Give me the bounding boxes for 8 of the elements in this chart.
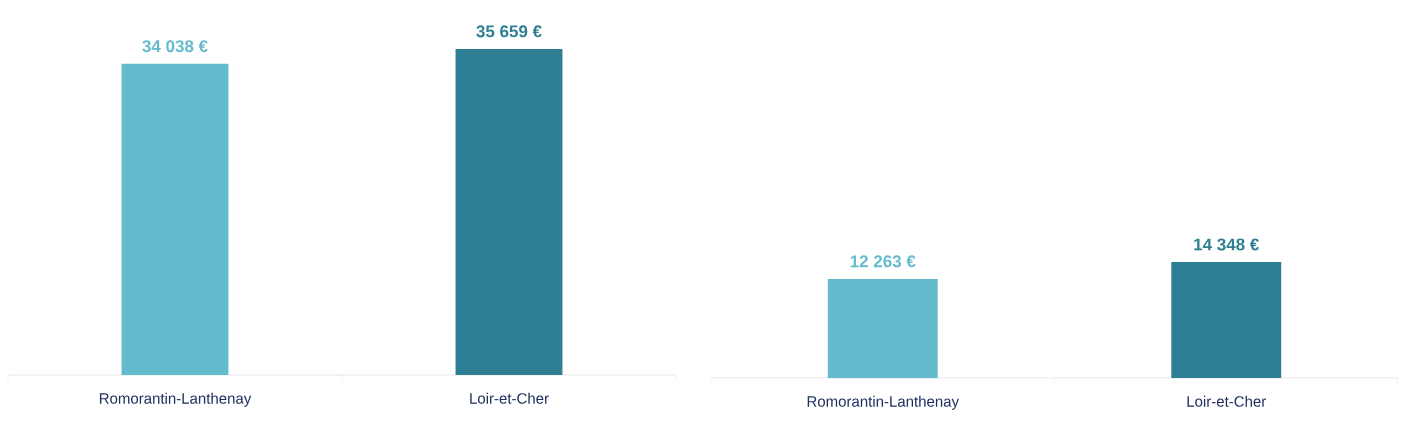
x-tick-label: Romorantin-Lanthenay <box>99 392 252 407</box>
x-tick-label: Loir-et-Cher <box>1187 395 1267 407</box>
x-tick-label: Romorantin-Lanthenay <box>807 395 959 410</box>
data-label: 12 263 € <box>850 255 916 268</box>
data-label: 34 038 € <box>142 40 208 53</box>
data-label: 35 659 € <box>476 25 542 38</box>
data-label: 14 348 € <box>1194 238 1260 251</box>
x-tick-label: Loir-et-Cher <box>470 392 549 404</box>
